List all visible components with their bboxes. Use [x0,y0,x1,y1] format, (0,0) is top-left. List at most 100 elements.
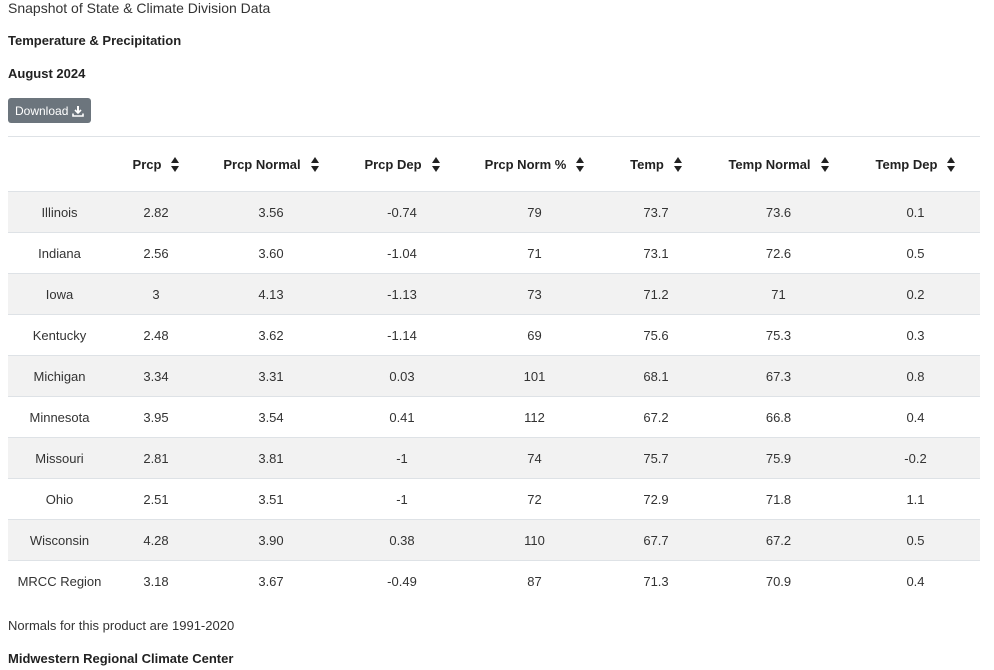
sort-icon[interactable] [310,156,319,172]
table-cell: 72.9 [606,478,706,520]
table-cell: 66.8 [706,396,851,438]
table-row: Indiana 2.56 3.60 -1.04 71 73.1 72.6 0.5 [8,232,980,274]
sort-icon[interactable] [576,156,585,172]
column-header-label: Prcp Norm % [484,156,567,172]
table-cell: -1.14 [341,314,463,356]
table-cell: 0.5 [851,519,980,561]
column-header-content: Prcp [132,156,180,172]
state-name-cell: Kentucky [8,314,111,356]
table-cell: 75.7 [606,437,706,479]
table-cell: -0.49 [387,573,417,589]
table-cell: 75.3 [706,314,851,356]
table-cell: 67.2 [606,396,706,438]
table-cell: 72.6 [706,232,851,274]
sort-icon[interactable] [947,156,956,172]
table-body: Illinois 2.82 3.56 -0.74 79 73.7 73.6 0.1 Indian… [8,191,980,602]
table-cell: 3.18 [143,573,169,589]
table-cell: 0.3 [851,314,980,356]
sort-ascending-icon [947,156,956,163]
table-cell: 4.13 [201,273,341,315]
table-cell: 71.3 [643,573,669,589]
column-header[interactable]: Temp Normal [706,137,851,192]
column-header[interactable]: Prcp Norm % [463,137,606,192]
download-button[interactable]: Download [8,98,92,123]
column-header-content: Prcp Dep [364,156,440,172]
sort-descending-icon [310,165,319,172]
column-header-content: Prcp Norm % [484,156,585,172]
column-header-state [8,137,111,192]
state-name-cell: Indiana [8,232,111,274]
sort-icon[interactable] [171,156,180,172]
table-cell: 2.81 [111,437,201,479]
table-cell: 0.5 [851,232,980,274]
sort-icon[interactable] [431,156,440,172]
footer-org-name: Midwestern Regional Climate Center [8,651,234,666]
column-header-label: Temp Normal [728,156,811,172]
column-header-label: Prcp [132,156,162,172]
table-cell: 3.34 [111,355,201,397]
table-cell: 79 [463,191,606,233]
column-header-label: Prcp Normal [223,156,301,172]
sort-descending-icon [673,165,682,172]
column-header-content: Temp Normal [728,156,829,172]
sort-descending-icon [947,165,956,172]
table-cell: 0.4 [851,396,980,438]
table-cell: 73 [463,273,606,315]
state-name-cell: Ohio [8,478,111,520]
column-header[interactable]: Temp Dep [851,137,980,192]
column-header[interactable]: Prcp Dep [341,137,463,192]
column-header[interactable]: Prcp Normal [201,137,341,192]
table-cell: 74 [463,437,606,479]
table-cell: 71.8 [706,478,851,520]
table-cell: 68.1 [606,355,706,397]
sort-descending-icon [431,165,440,172]
table-cell: 75.6 [606,314,706,356]
table-cell: 3.54 [201,396,341,438]
table-cell: 3.67 [258,573,284,589]
column-header-label: Prcp Dep [364,156,422,172]
column-header-content: Temp [630,156,682,172]
table-row: Illinois 2.82 3.56 -0.74 79 73.7 73.6 0.1 [8,191,980,233]
table-cell: 67.7 [606,519,706,561]
table-cell: 67.3 [706,355,851,397]
state-name-cell: Minnesota [8,396,111,438]
table-row: Missouri 2.81 3.81 -1 74 75.7 75.9 -0.2 [8,437,980,479]
table-cell: 73.1 [606,232,706,274]
table-cell: 3.95 [111,396,201,438]
table-cell: 0.1 [851,191,980,233]
period-label: August 2024 [8,66,86,81]
table-cell: -0.74 [341,191,463,233]
sort-icon[interactable] [820,156,829,172]
table-row: Michigan 3.34 3.31 0.03 101 68.1 67.3 0.8 [8,355,980,397]
table-cell: 3.31 [201,355,341,397]
column-header-content: Temp Dep [876,156,956,172]
column-header[interactable]: Prcp [111,137,201,192]
column-header[interactable]: Temp [606,137,706,192]
sort-ascending-icon [576,156,585,163]
column-header-content: Prcp Normal [223,156,319,172]
sort-descending-icon [820,165,829,172]
sort-icon[interactable] [673,156,682,172]
state-name-cell: Iowa [8,273,111,315]
table-cell: 0.2 [851,273,980,315]
sort-descending-icon [171,165,180,172]
table-cell: 71 [463,232,606,274]
table-cell: 0.38 [341,519,463,561]
state-name-cell: Michigan [8,355,111,397]
product-subtitle: Temperature & Precipitation [8,33,182,48]
table-cell: 3 [111,273,201,315]
table-row: Kentucky 2.48 3.62 -1.14 69 75.6 75.3 0.3 [8,314,980,356]
sort-ascending-icon [171,156,180,163]
state-name-cell: Missouri [8,437,111,479]
table-cell: 101 [463,355,606,397]
table-cell: 71.2 [606,273,706,315]
table-cell: -1 [341,437,463,479]
sort-ascending-icon [310,156,319,163]
table-cell: 71 [706,273,851,315]
table-cell: 67.2 [706,519,851,561]
data-table-container: Prcp Prcp Normal Prcp Dep Prcp Norm % Temp Te… [8,136,980,601]
table-cell: 87 [527,573,542,589]
table-cell: 69 [463,314,606,356]
table-cell: 0.41 [341,396,463,438]
